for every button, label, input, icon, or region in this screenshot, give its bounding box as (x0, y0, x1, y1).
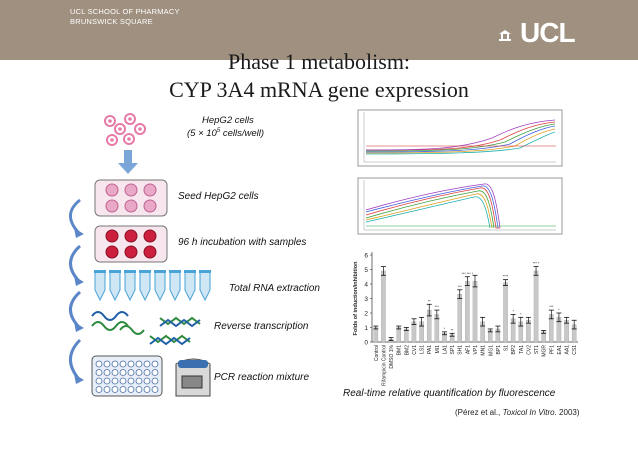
x-tick-label: ST1 (534, 345, 540, 354)
x-tick-label: PA1 (427, 345, 433, 354)
x-tick-label: MN1 (481, 345, 487, 356)
y-tick-label: 1 (364, 325, 368, 332)
x-tick-label: DMSO 1% (389, 344, 395, 368)
school-line-2: BRUNSWICK SQUARE (70, 17, 153, 26)
bar (465, 280, 470, 343)
x-tick-label: MG1 (488, 345, 494, 356)
x-tick-label: LA1 (442, 345, 448, 354)
significance-label: **** (503, 275, 509, 279)
citation: (Pérez et al., Toxicol In Vitro. 2003) (455, 408, 580, 417)
bar (373, 327, 379, 343)
y-tick-label: 4 (364, 282, 368, 289)
amplification-curve-plot (357, 109, 563, 167)
rna-extraction-label: Total RNA extraction (229, 283, 320, 294)
tube-icon (154, 271, 166, 302)
hepg2-density-label: (5 × 105 cells/well) (187, 128, 264, 140)
bar (533, 270, 539, 343)
x-tick-label: LS1 (420, 345, 426, 354)
x-tick-label: SP1 (450, 345, 456, 355)
incubation-plate-icon (94, 225, 168, 263)
chart-caption: Real-time relative quantification by flu… (343, 388, 556, 399)
flow-arrows-icon (69, 198, 82, 379)
x-tick-label: VP1 (473, 345, 479, 355)
x-tick-label: CS1 (572, 345, 578, 355)
significance-label: ** (428, 299, 431, 303)
school-name: UCL SCHOOL OF PHARMACY BRUNSWICK SQUARE (70, 7, 180, 27)
x-tick-label: S1 (504, 345, 510, 351)
incubation-step-label: 96 h incubation with samples (178, 237, 307, 248)
ucl-portico-icon (499, 30, 511, 41)
x-tick-label: CV2 (526, 345, 532, 355)
pcr-machine-icon (175, 358, 211, 397)
header-bar (0, 0, 638, 60)
pcr-plate-icon (91, 355, 163, 397)
significance-label: *** *** * (462, 272, 474, 276)
ucl-logo: UCL (520, 17, 576, 48)
x-tick-label: AA1 (565, 345, 571, 355)
bar (381, 270, 386, 343)
x-tick-label: CV1 (412, 345, 418, 355)
significance-label: * (444, 327, 446, 331)
tube-icon (184, 271, 196, 302)
bar (396, 327, 401, 343)
bar (457, 293, 462, 343)
bar (404, 328, 409, 343)
significance-label: *** * (533, 262, 540, 266)
x-tick-label: MI1 (435, 345, 441, 354)
y-tick-label: 3 (364, 296, 368, 303)
school-line-1: UCL SCHOOL OF PHARMACY (70, 7, 180, 16)
hepg2-label: HepG2 cells (202, 115, 254, 126)
tube-icon (94, 271, 106, 302)
x-tick-label: PF1 (549, 345, 555, 354)
hepg2-cells-icon (104, 113, 146, 146)
seed-plate-icon (94, 179, 168, 217)
x-tick-label: Rifampicin Control (381, 345, 387, 386)
x-tick-label: EA1 (557, 345, 563, 355)
significance-label: * (558, 308, 560, 312)
sample-tubes-icon (94, 270, 211, 302)
x-tick-label: BM1 (397, 345, 403, 356)
y-axis-label: Folds of induction/inhibition (353, 261, 359, 336)
pcr-mixture-label: PCR reaction mixture (214, 372, 310, 383)
tube-icon (139, 271, 151, 302)
x-tick-label: BM2 (404, 345, 410, 356)
tube-icon (109, 271, 121, 302)
significance-label: *** (435, 305, 440, 309)
reverse-transcription-label: Reverse transcription (214, 321, 309, 332)
cyp3a4-bar-chart: 0 1 2 3 4 5 6 Folds of induction/inhibition Cont… (353, 252, 578, 386)
significance-label: ** (451, 328, 454, 332)
significance-label: * (520, 312, 522, 316)
slide-title-line-2: CYP 3A4 mRNA gene expression (169, 77, 469, 102)
significance-label: *** (549, 305, 554, 309)
x-tick-label: BP1 (496, 345, 502, 355)
significance-label: *** (458, 285, 463, 289)
tube-icon (124, 271, 136, 302)
x-tick-label: MGR (542, 345, 548, 357)
y-tick-label: 5 (364, 267, 368, 274)
dna-strands-icon (91, 311, 201, 346)
melting-curve-plot (357, 177, 563, 235)
y-tick-label: 2 (364, 311, 368, 318)
x-tick-label: SH1 (458, 345, 464, 355)
y-tick-label: 0 (364, 340, 368, 347)
x-tick-label: BP2 (511, 345, 517, 355)
bar (503, 282, 508, 343)
x-tick-label: AF1 (465, 345, 471, 354)
y-tick-label: 6 (364, 253, 368, 260)
tube-icon (169, 271, 181, 302)
x-tick-label: TA1 (519, 345, 525, 354)
slide-title-line-1: Phase 1 metabolism: (227, 49, 411, 74)
seed-step-label: Seed HepG2 cells (178, 191, 259, 202)
bar (472, 280, 478, 343)
significance-label: * (512, 309, 514, 313)
down-arrow-icon (118, 150, 138, 174)
x-tick-label: Control (374, 345, 380, 361)
tube-icon (199, 271, 211, 302)
